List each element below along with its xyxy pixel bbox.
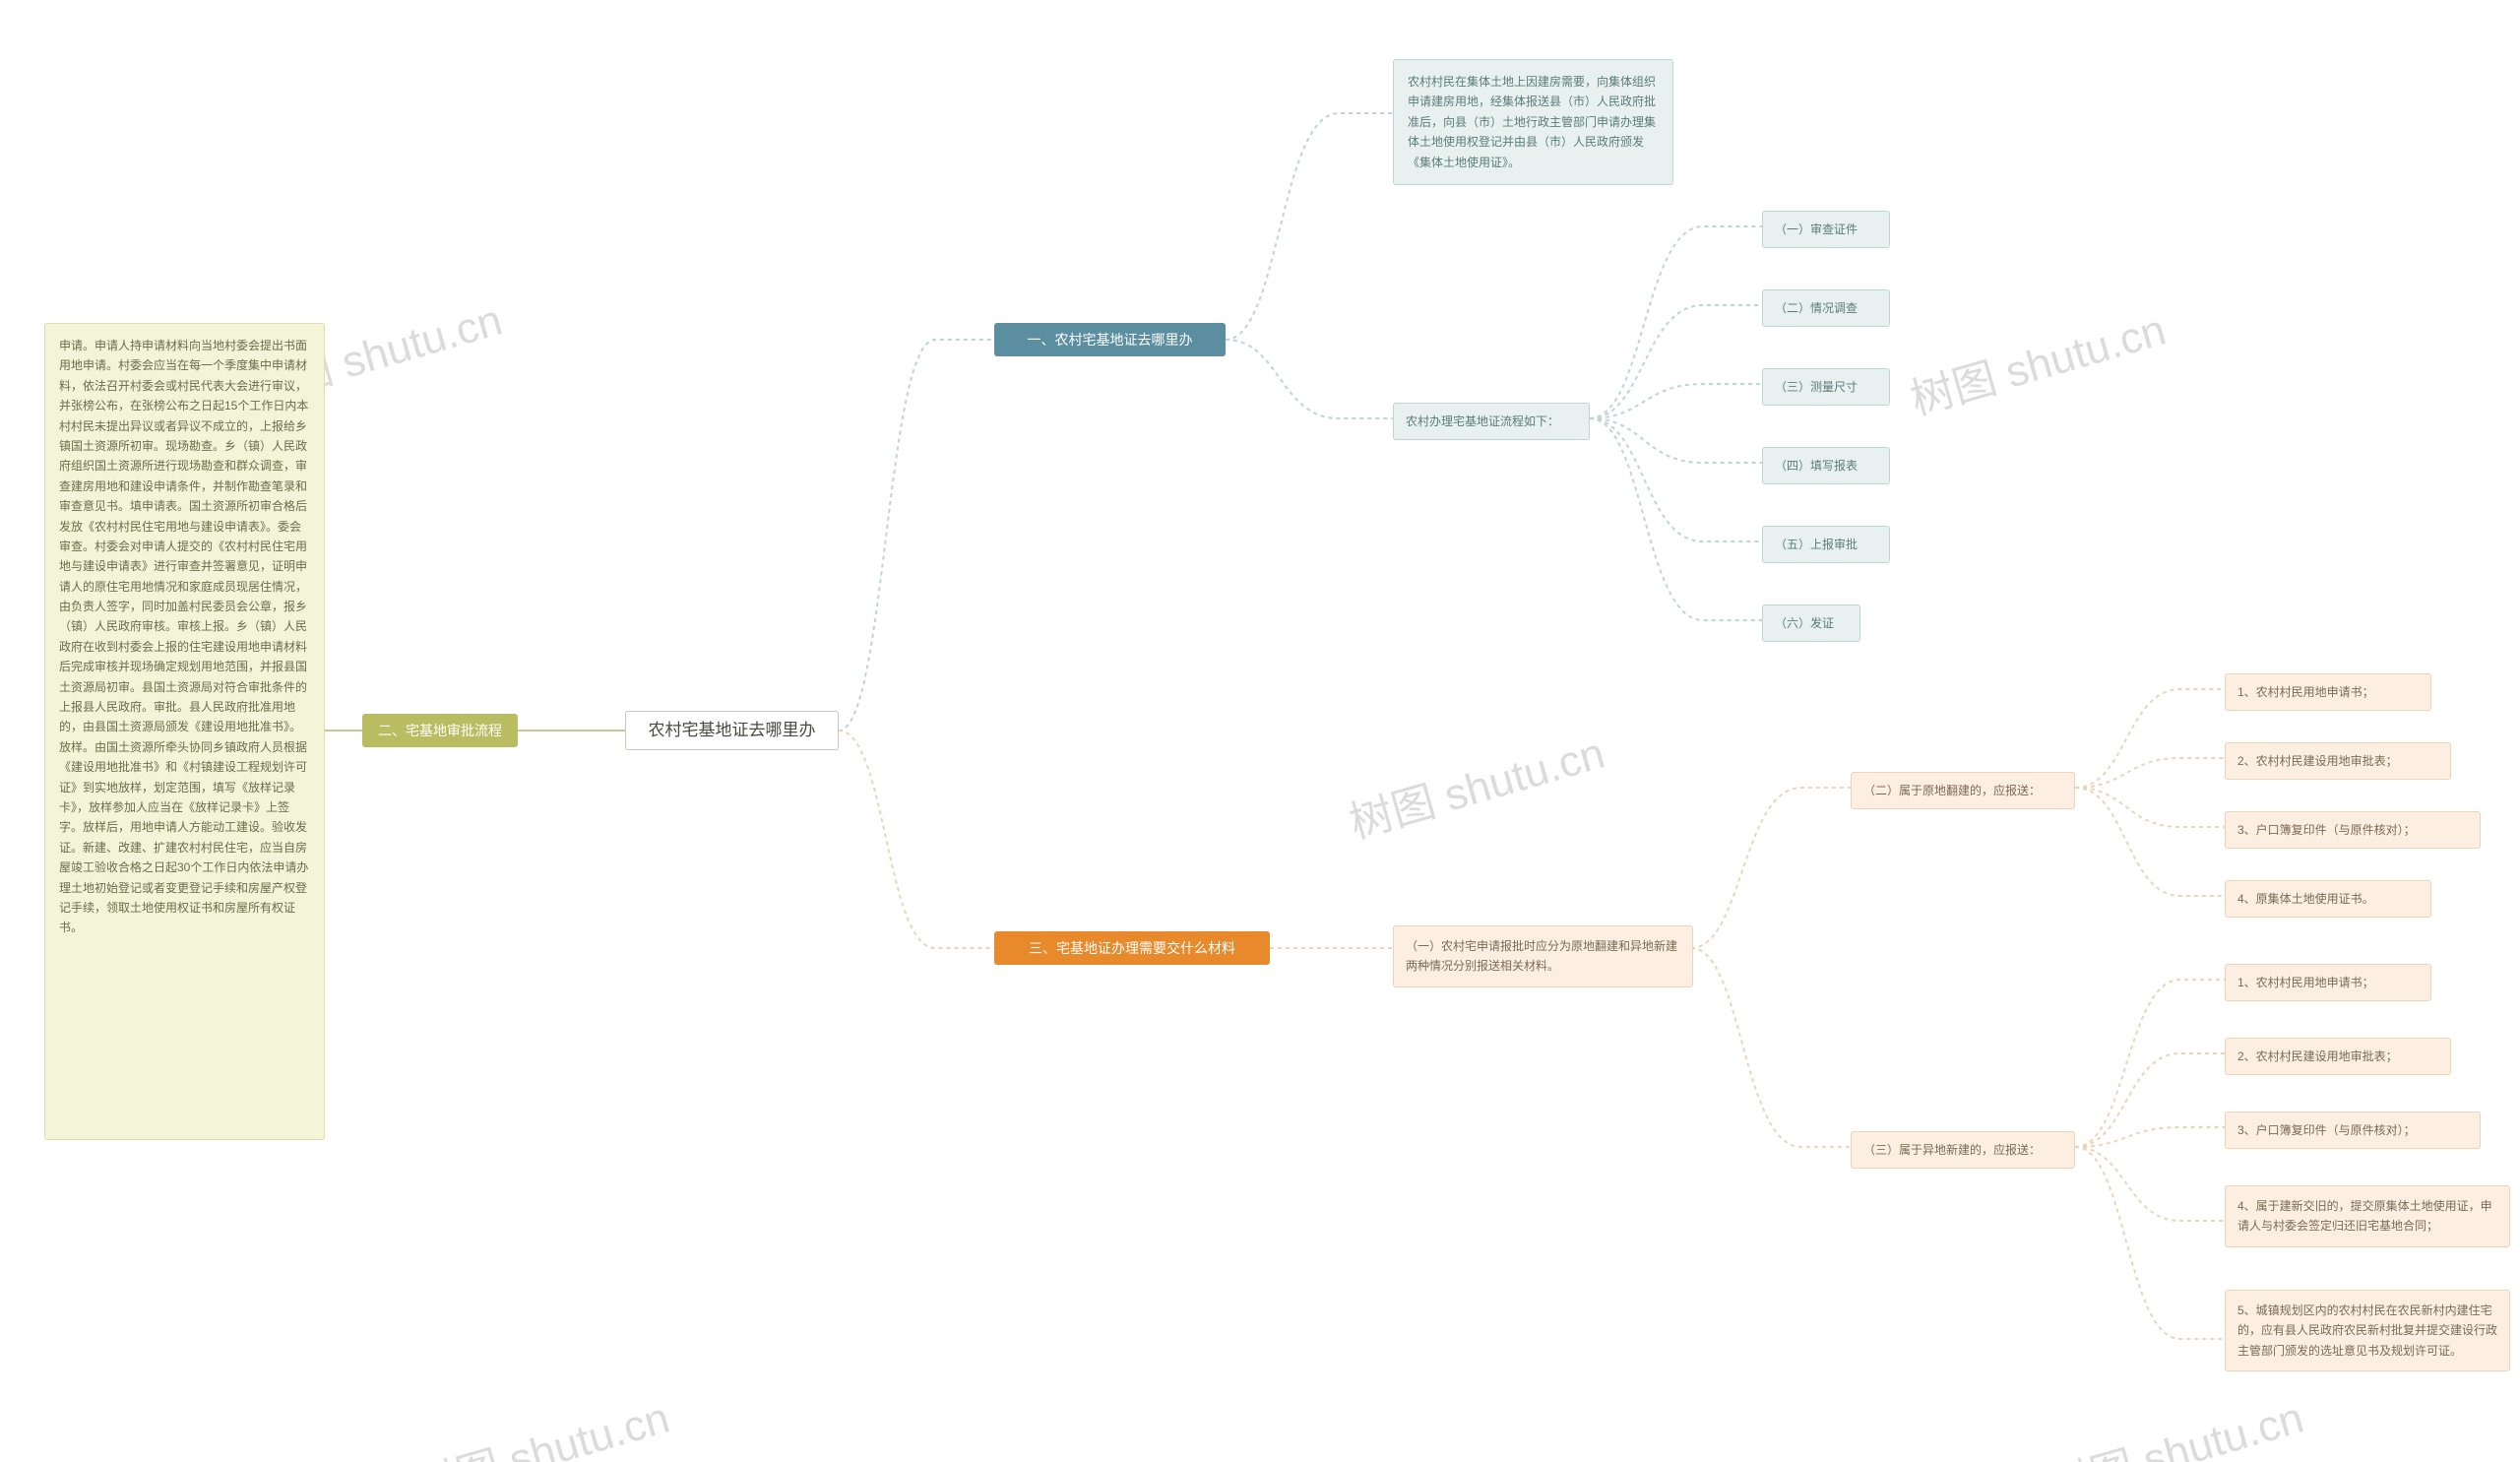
branch-top-process: 农村办理宅基地证流程如下： — [1393, 403, 1590, 440]
branch-left-label: 二、宅基地审批流程 — [362, 714, 518, 747]
group-b-item-5: 5、城镇规划区内的农村村民在农民新村内建住宅的，应有县人民政府农民新村批复并提交… — [2225, 1290, 2510, 1371]
step-5-text: （五）上报审批 — [1775, 538, 1858, 551]
watermark: 树图 shutu.cn — [1902, 294, 2172, 427]
step-6-text: （六）发证 — [1775, 616, 1834, 630]
group-a-item-4: 4、原集体土地使用证书。 — [2225, 880, 2431, 918]
group-b-item-3: 3、户口簿复印件（与原件核对）； — [2225, 1112, 2481, 1149]
root-label: 农村宅基地证去哪里办 — [649, 718, 816, 743]
step-1: （一）审查证件 — [1762, 211, 1890, 248]
group-a-item-2: 2、农村村民建设用地审批表； — [2225, 742, 2451, 780]
step-5: （五）上报审批 — [1762, 526, 1890, 563]
step-6: （六）发证 — [1762, 604, 1860, 642]
watermark: 树图 shutu.cn — [1341, 718, 1610, 851]
branch-bottom-label: 三、宅基地证办理需要交什么材料 — [994, 931, 1270, 965]
group-b-item-5-text: 5、城镇规划区内的农村村民在农民新村内建住宅的，应有县人民政府农民新村批复并提交… — [2237, 1303, 2497, 1358]
branch-bottom-title: 三、宅基地证办理需要交什么材料 — [1029, 938, 1235, 959]
root-node: 农村宅基地证去哪里办 — [625, 711, 839, 750]
branch-top-label: 一、农村宅基地证去哪里办 — [994, 323, 1226, 356]
group-b-item-2-text: 2、农村村民建设用地审批表； — [2237, 1049, 2398, 1063]
group-a-item-2-text: 2、农村村民建设用地审批表； — [2237, 754, 2398, 768]
group-b-label: （三）属于异地新建的，应报送： — [1851, 1131, 2075, 1169]
group-a-label-text: （二）属于原地翻建的，应报送： — [1863, 784, 2041, 797]
step-3-text: （三）测量尺寸 — [1775, 380, 1858, 394]
step-4: （四）填写报表 — [1762, 447, 1890, 484]
branch-left-body: 申请。申请人持申请材料向当地村委会提出书面用地申请。村委会应当在每一个季度集中申… — [44, 323, 325, 1140]
group-b-label-text: （三）属于异地新建的，应报送： — [1863, 1143, 2041, 1157]
group-a-label: （二）属于原地翻建的，应报送： — [1851, 772, 2075, 809]
group-a-item-3: 3、户口簿复印件（与原件核对）； — [2225, 811, 2481, 849]
group-a-item-3-text: 3、户口簿复印件（与原件核对）； — [2237, 823, 2416, 837]
step-3: （三）测量尺寸 — [1762, 368, 1890, 406]
step-1-text: （一）审查证件 — [1775, 222, 1858, 236]
group-b-item-4: 4、属于建新交旧的，提交原集体土地使用证，申请人与村委会签定归还旧宅基地合同； — [2225, 1185, 2510, 1247]
group-b-item-1-text: 1、农村村民用地申请书； — [2237, 976, 2374, 989]
branch-bottom-intro-text: （一）农村宅申请报批时应分为原地翻建和异地新建两种情况分别报送相关材料。 — [1406, 939, 1677, 973]
step-2-text: （二）情况调查 — [1775, 301, 1858, 315]
watermark: 树图 shutu.cn — [406, 1382, 675, 1462]
branch-left-title: 二、宅基地审批流程 — [378, 721, 502, 741]
step-4-text: （四）填写报表 — [1775, 459, 1858, 473]
group-a-item-1-text: 1、农村村民用地申请书； — [2237, 685, 2374, 699]
group-b-item-1: 1、农村村民用地申请书； — [2225, 964, 2431, 1001]
group-b-item-3-text: 3、户口簿复印件（与原件核对）； — [2237, 1123, 2416, 1137]
branch-left-body-text: 申请。申请人持申请材料向当地村委会提出书面用地申请。村委会应当在每一个季度集中申… — [59, 339, 308, 934]
group-b-item-2: 2、农村村民建设用地审批表； — [2225, 1038, 2451, 1075]
branch-top-process-text: 农村办理宅基地证流程如下： — [1406, 414, 1559, 428]
branch-top-title: 一、农村宅基地证去哪里办 — [1028, 330, 1193, 350]
branch-top-info-text: 农村村民在集体土地上因建房需要，向集体组织申请建房用地，经集体报送县（市）人民政… — [1408, 75, 1656, 169]
watermark: 树图 shutu.cn — [2040, 1382, 2309, 1462]
branch-bottom-intro: （一）农村宅申请报批时应分为原地翻建和异地新建两种情况分别报送相关材料。 — [1393, 925, 1693, 987]
branch-top-info: 农村村民在集体土地上因建房需要，向集体组织申请建房用地，经集体报送县（市）人民政… — [1393, 59, 1673, 185]
group-a-item-4-text: 4、原集体土地使用证书。 — [2237, 892, 2374, 906]
step-2: （二）情况调查 — [1762, 289, 1890, 327]
group-a-item-1: 1、农村村民用地申请书； — [2225, 673, 2431, 711]
group-b-item-4-text: 4、属于建新交旧的，提交原集体土地使用证，申请人与村委会签定归还旧宅基地合同； — [2237, 1199, 2492, 1233]
